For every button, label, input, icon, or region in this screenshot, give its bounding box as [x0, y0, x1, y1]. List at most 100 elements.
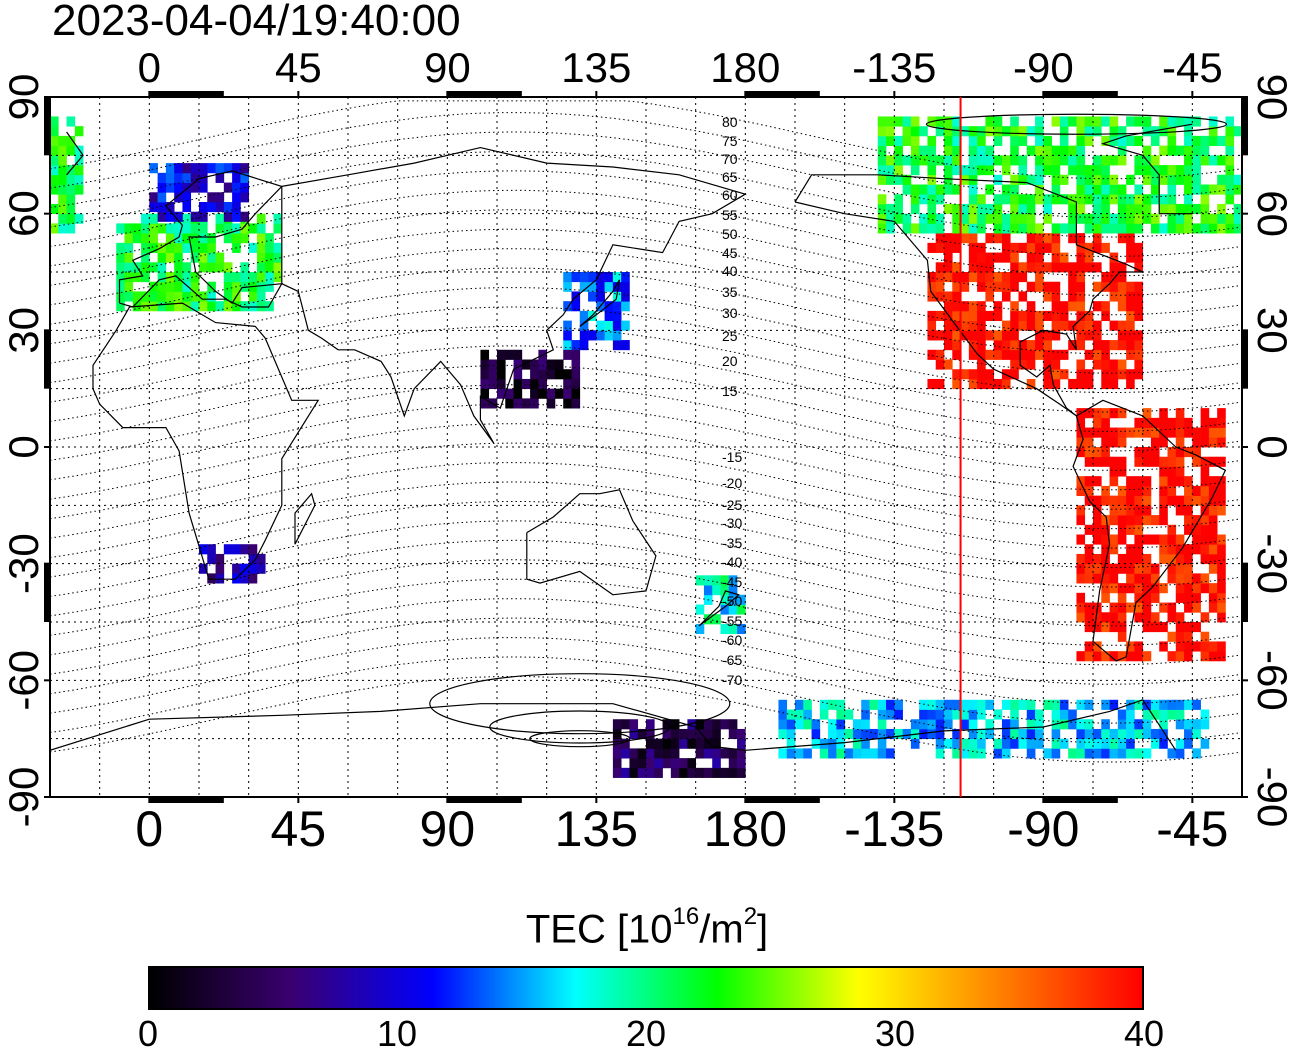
- tec-cell: [1117, 359, 1127, 370]
- tec-cell: [1142, 748, 1152, 759]
- tec-cell: [1051, 262, 1061, 273]
- tec-cell: [1109, 476, 1119, 487]
- tec-cell: [232, 202, 241, 213]
- tec-cell: [1093, 184, 1102, 195]
- tec-cell: [902, 126, 912, 137]
- tec-cell: [207, 163, 216, 174]
- tec-cell: [1159, 495, 1168, 506]
- tec-cell: [960, 203, 970, 215]
- tec-cell: [1217, 573, 1226, 584]
- tec-cell: [1225, 135, 1235, 146]
- tec-cell: [1076, 612, 1086, 623]
- tec-cell: [646, 767, 655, 778]
- tec-cell: [968, 135, 978, 146]
- tec-cell: [1101, 738, 1110, 749]
- tec-cell: [1175, 145, 1185, 156]
- tec-cell: [66, 145, 76, 156]
- tec-cell: [50, 223, 59, 234]
- magnetic-latitude-contour: [50, 442, 1242, 530]
- tec-cell: [654, 767, 663, 778]
- tec-cell: [1184, 155, 1193, 166]
- tec-cell: [1068, 203, 1077, 215]
- tec-cell: [182, 172, 192, 183]
- tec-cell: [985, 369, 994, 380]
- tec-cell: [240, 544, 249, 555]
- tec-cell: [1043, 213, 1052, 224]
- tec-cell: [1184, 485, 1193, 496]
- tec-cell: [273, 272, 283, 283]
- top-axis-tick-label: -90: [1013, 44, 1074, 91]
- tec-cell: [1101, 272, 1110, 283]
- tec-cell: [612, 330, 622, 341]
- tec-cell: [1175, 719, 1185, 730]
- tec-cell: [1001, 728, 1011, 740]
- tec-cell: [1076, 340, 1086, 351]
- tec-cell: [1208, 155, 1218, 166]
- tec-cell: [993, 174, 1003, 185]
- tec-cell: [265, 281, 274, 292]
- tec-cell: [1150, 184, 1160, 195]
- tec-cell: [1117, 563, 1127, 574]
- tec-cell: [1117, 485, 1127, 496]
- tec-cell: [869, 748, 879, 759]
- tec-cell: [1217, 184, 1226, 195]
- tec-cell: [952, 369, 961, 380]
- tec-cell: [116, 262, 125, 273]
- tec-cell: [927, 728, 937, 740]
- tec-cell: [687, 719, 696, 730]
- tec-cell: [1109, 135, 1119, 146]
- tec-cell: [1076, 233, 1086, 244]
- tec-cell: [149, 163, 158, 174]
- tec-cell: [554, 369, 564, 380]
- tec-cell: [1035, 126, 1044, 137]
- tec-cell: [1150, 174, 1160, 185]
- tec-cell: [1109, 378, 1119, 390]
- axis-band: [44, 330, 50, 389]
- tec-cell: [1117, 622, 1127, 633]
- contour-value-label: 80: [722, 114, 738, 130]
- tec-cell: [571, 301, 581, 312]
- tec-cell: [1076, 748, 1086, 759]
- left-axis-tick-label: -90: [0, 767, 47, 828]
- tec-cell: [1117, 456, 1127, 467]
- tec-cell: [1184, 641, 1193, 652]
- tec-cell: [141, 213, 150, 224]
- tec-cell: [50, 126, 59, 137]
- tec-cell: [935, 272, 945, 283]
- tec-cell: [1217, 223, 1226, 234]
- tec-cell: [795, 699, 804, 710]
- tec-cell: [1068, 116, 1077, 127]
- tick-mark: [44, 796, 50, 798]
- tec-cell: [1192, 145, 1201, 156]
- tec-cell: [182, 291, 192, 302]
- tec-cell: [1126, 203, 1135, 215]
- tec-cell: [1217, 583, 1226, 594]
- tec-cell: [1126, 194, 1135, 205]
- tec-cell: [1192, 223, 1201, 234]
- tec-cell: [1093, 553, 1102, 565]
- tec-cell: [960, 301, 970, 312]
- magnetic-latitude-contour: [50, 287, 1242, 374]
- tec-cell: [1208, 651, 1218, 662]
- tec-cell: [1200, 408, 1210, 419]
- tec-cell: [174, 252, 183, 263]
- tec-cell: [1010, 203, 1019, 215]
- tec-cell: [1109, 583, 1119, 594]
- tec-cell: [1217, 612, 1226, 623]
- tec-cell: [1208, 592, 1218, 603]
- tec-cell: [141, 233, 150, 244]
- tec-cell: [563, 272, 572, 283]
- tec-cell: [1101, 447, 1110, 458]
- tec-cell: [521, 359, 531, 370]
- tec-cell: [1026, 719, 1036, 730]
- tec-cell: [141, 242, 150, 253]
- tec-cell: [157, 202, 167, 213]
- tec-cell: [927, 194, 937, 205]
- tec-cell: [935, 330, 945, 341]
- tec-cell: [1200, 437, 1210, 448]
- tec-cell: [910, 135, 920, 146]
- tec-cell: [1159, 622, 1168, 633]
- tec-cell: [944, 272, 953, 283]
- tec-cell: [199, 182, 208, 193]
- tec-cell: [1076, 165, 1086, 176]
